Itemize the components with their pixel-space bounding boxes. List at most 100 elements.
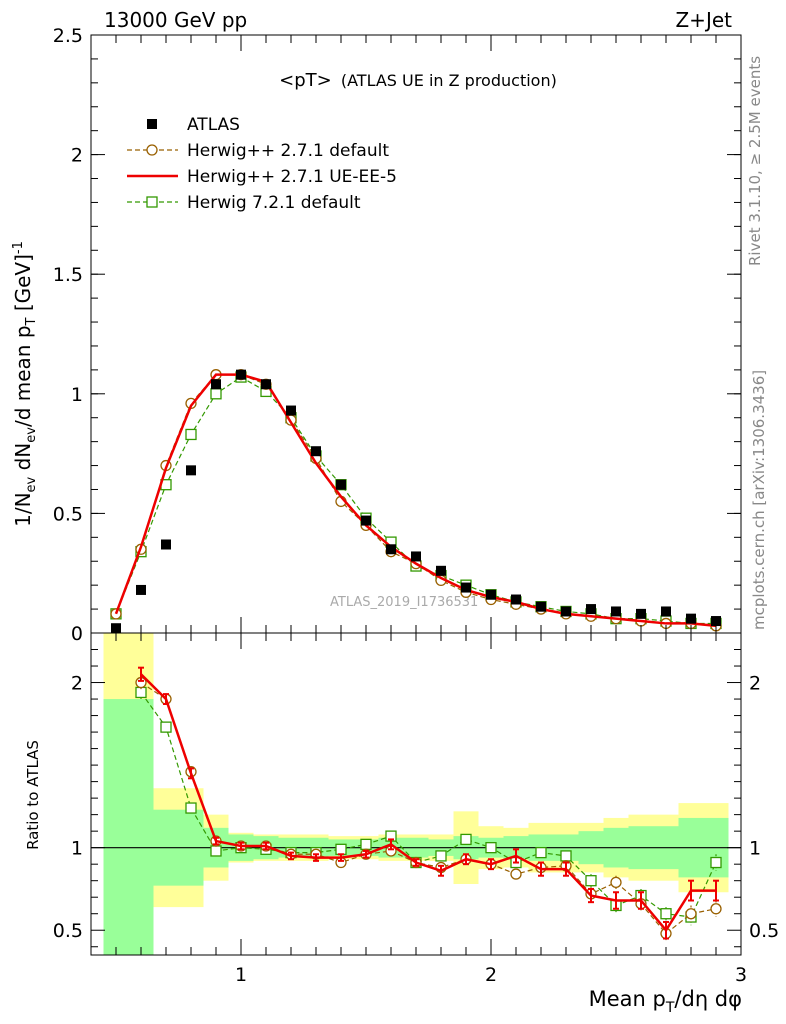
- legend-entry: Herwig++ 2.7.1 UE-EE-5: [127, 167, 397, 187]
- ratio-point: [585, 875, 597, 887]
- xlabel-a: Mean p: [589, 987, 666, 1011]
- main-point: [210, 388, 222, 400]
- main-series-line: [115, 376, 716, 625]
- main-series-0: [111, 369, 721, 634]
- legend-label: Herwig++ 2.7.1 UE-EE-5: [187, 167, 397, 187]
- main-point: [561, 606, 571, 617]
- legend-label: ATLAS: [187, 115, 240, 135]
- main-title-main: <pT>: [279, 70, 332, 91]
- ratio-point: [510, 868, 522, 880]
- legend-label: Herwig 7.2.1 default: [187, 193, 361, 213]
- main-point: [361, 515, 371, 526]
- main-panel: ATLAS_2019_I1736531 0 0.5 1 1.5 2 2.5 <pT> (A…: [11, 25, 742, 645]
- main-point: [486, 589, 496, 600]
- main-point: [661, 606, 671, 617]
- ratio-xtick-label: 2: [485, 964, 497, 986]
- ratio-ylabel: Ratio to ATLAS: [24, 740, 42, 850]
- main-ylabel: 1/Nev dNev/d mean pT [GeV]-1: [11, 241, 39, 527]
- ylabel-b: dN: [11, 443, 35, 477]
- ylabel-a: 1/N: [11, 492, 35, 526]
- main-point: [185, 428, 197, 441]
- main-point: [386, 544, 396, 555]
- ratio-ytick-label: 0.5: [53, 920, 83, 942]
- ratio-ytick-label-right: 2: [749, 673, 761, 695]
- legend-marker: [146, 196, 158, 208]
- ratio-ytick-label-right: 1: [749, 838, 761, 860]
- legend-entry: ATLAS: [147, 115, 240, 135]
- main-point: [511, 594, 521, 605]
- rivet-label: Rivet 3.1.10, ≥ 2.5M events: [746, 56, 764, 266]
- mcplots-label: mcplots.cern.ch [arXiv:1306.3436]: [750, 370, 768, 630]
- ratio-series-2: [135, 685, 722, 926]
- main-ytick-label: 0.5: [53, 503, 83, 525]
- main-ytick-label: 1.5: [53, 264, 83, 286]
- ratio-point: [710, 856, 722, 869]
- ratio-frame: [90, 632, 742, 956]
- ratio-band-stat: [128, 699, 154, 955]
- ratio-panel: 1 2 30.5 0.51 12 2 Ratio to ATLAS Mean pT/dη …: [24, 632, 779, 1016]
- main-tick-layer: 0 0.5 1 1.5 2 2.5: [53, 25, 742, 645]
- main-series-3: [110, 371, 722, 630]
- legend-label: Herwig++ 2.7.1 default: [187, 141, 389, 161]
- ratio-point: [710, 903, 722, 915]
- ratio-xtick-label: 1: [235, 964, 247, 986]
- ylabel-d-sup: -1: [11, 241, 26, 254]
- ratio-point: [210, 845, 222, 857]
- ratio-xtick-label: 3: [735, 964, 747, 986]
- ratio-point: [160, 721, 172, 733]
- legend: ATLAS Herwig++ 2.7.1 default Herwig++ 2.7.…: [127, 115, 397, 213]
- main-point: [636, 608, 646, 619]
- ylabel-d: [GeV]: [11, 254, 35, 317]
- xlabel-a-sub: T: [665, 1000, 675, 1016]
- main-point: [311, 446, 321, 457]
- main-title-sub: (ATLAS UE in Z production): [341, 71, 557, 90]
- ratio-point: [435, 850, 447, 862]
- ratio-point: [460, 833, 472, 846]
- ylabel-c-sub: T: [24, 317, 39, 326]
- ratio-ytick-label-right: 0.5: [749, 920, 779, 942]
- main-title: <pT> (ATLAS UE in Z production): [279, 70, 557, 91]
- legend-marker: [147, 119, 157, 129]
- ratio-point: [610, 876, 622, 888]
- main-point: [236, 369, 246, 380]
- main-point: [286, 405, 296, 416]
- ratio-point: [485, 842, 497, 854]
- main-point: [436, 565, 446, 576]
- ratio-point: [560, 850, 572, 862]
- main-ytick-label: 0: [71, 623, 83, 645]
- ratio-xlabel: Mean pT/dη dφ: [589, 987, 742, 1016]
- ratio-ytick-label: 2: [71, 673, 83, 695]
- ratio-series-line: [140, 682, 717, 935]
- ratio-point: [535, 846, 547, 859]
- xlabel-b: /dη dφ: [674, 987, 742, 1011]
- main-point: [536, 601, 546, 612]
- ylabel-c: /d mean p: [11, 325, 35, 427]
- main-point: [461, 582, 471, 593]
- main-point: [611, 606, 621, 617]
- ratio-series-1: [138, 666, 719, 940]
- ratio-tick-layer: 1 2 30.5 0.51 12 2: [53, 633, 779, 986]
- main-point: [411, 551, 421, 562]
- main-point: [336, 479, 346, 490]
- main-point: [186, 465, 196, 476]
- main-ytick-label: 2: [71, 145, 83, 167]
- ratio-point: [685, 908, 697, 920]
- main-point: [211, 379, 221, 390]
- ratio-point: [185, 802, 197, 814]
- main-series-line: [115, 374, 717, 627]
- legend-entry: Herwig++ 2.7.1 default: [127, 141, 389, 161]
- legend-entry: Herwig 7.2.1 default: [127, 193, 361, 213]
- main-series-layer: [110, 369, 722, 634]
- ylabel-a-sub: ev: [24, 476, 39, 492]
- ratio-series-layer: [135, 666, 722, 941]
- main-point: [136, 584, 146, 595]
- ratio-band-stat: [103, 699, 129, 955]
- ratio-point: [660, 908, 672, 920]
- ratio-point: [360, 838, 372, 851]
- main-point: [686, 613, 696, 624]
- main-series-2: [114, 373, 717, 628]
- legend-marker: [146, 144, 158, 156]
- main-watermark: ATLAS_2019_I1736531: [330, 595, 478, 610]
- ratio-point: [335, 843, 347, 855]
